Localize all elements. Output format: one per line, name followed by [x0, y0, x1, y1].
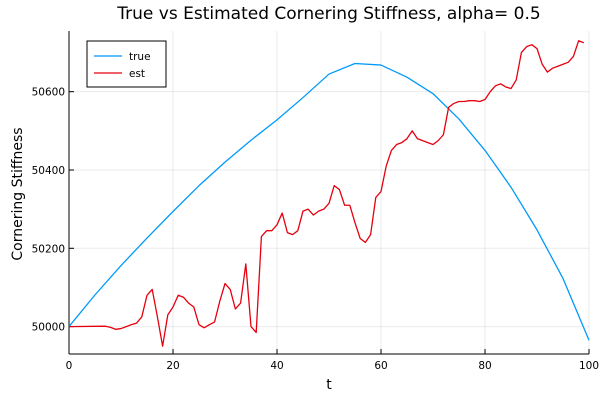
series-line-est — [68, 40, 585, 347]
x-tick-label: 80 — [478, 360, 491, 372]
legend: true est — [86, 40, 167, 88]
y-tick-label: 50200 — [32, 243, 65, 255]
chart-title: True vs Estimated Cornering Stiffness, a… — [116, 4, 540, 24]
y-tick-label: 50600 — [32, 87, 65, 99]
axes — [68, 31, 590, 355]
legend-box — [86, 40, 167, 88]
y-axis-label: Cornering Stiffness — [10, 127, 26, 260]
series-lines — [68, 40, 590, 347]
x-tick-label: 60 — [374, 360, 387, 372]
tick-labels: 0 20 40 60 80 100 50000 50200 50400 50600 — [32, 87, 599, 372]
y-tick-label: 50000 — [32, 322, 65, 334]
x-tick-label: 20 — [166, 360, 179, 372]
legend-label-est: est — [129, 68, 145, 80]
series-line-true — [68, 62, 590, 341]
grid — [68, 31, 590, 354]
legend-label-true: true — [129, 51, 151, 63]
x-tick-label: 40 — [270, 360, 283, 372]
x-axis-label: t — [326, 377, 332, 393]
y-tick-label: 50400 — [32, 165, 65, 177]
x-tick-label: 100 — [579, 360, 599, 372]
x-tick-label: 0 — [66, 360, 73, 372]
